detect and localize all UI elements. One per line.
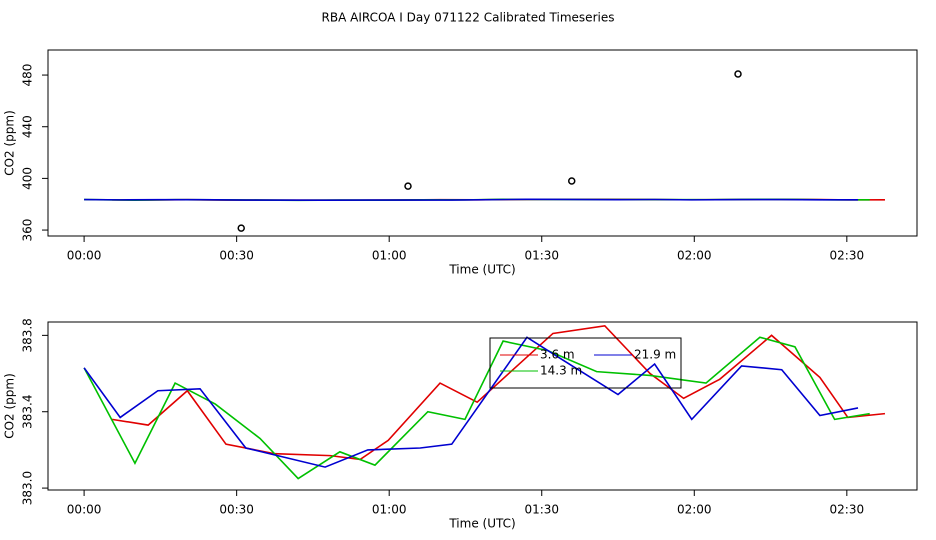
x-tick-label: 01:30: [524, 249, 559, 263]
outlier-point: [237, 224, 245, 232]
outlier-point: [404, 182, 412, 190]
x-tick-label: 00:30: [219, 503, 254, 517]
y-tick-label: 383.4: [21, 395, 35, 429]
x-tick-label: 00:00: [67, 249, 102, 263]
x-tick-label: 02:30: [830, 249, 865, 263]
x-tick-label: 02:30: [830, 503, 865, 517]
x-tick-label: 02:00: [677, 503, 712, 517]
outlier-point: [734, 70, 742, 78]
x-tick-label: 00:00: [67, 503, 102, 517]
series-line: [83, 336, 859, 468]
y-tick-label: 383.8: [21, 318, 35, 352]
outlier-point: [567, 177, 576, 185]
y-tick-label: 360: [21, 219, 35, 242]
legend-label: 21.9 m: [634, 348, 676, 362]
y-axis-label: CO2 (ppm): [3, 373, 17, 439]
y-tick-label: 383.0: [21, 471, 35, 505]
y-tick-label: 440: [21, 115, 35, 138]
x-axis-label: Time (UTC): [448, 517, 515, 531]
legend-label: 14.3 m: [540, 364, 582, 378]
plot-box: [47, 321, 918, 491]
y-axis-label: CO2 (ppm): [3, 110, 17, 176]
y-tick-label: 480: [21, 64, 35, 87]
series-line: [84, 198, 859, 202]
x-axis-label: Time (UTC): [448, 263, 515, 277]
series-line: [111, 324, 886, 461]
x-tick-label: 01:00: [372, 503, 407, 517]
x-tick-label: 02:00: [677, 249, 712, 263]
x-tick-label: 00:30: [219, 249, 254, 263]
series-line: [83, 336, 870, 480]
x-tick-label: 01:00: [372, 249, 407, 263]
plot-box: [47, 49, 918, 237]
page-title: RBA AIRCOA I Day 071122 Calibrated Times…: [322, 11, 615, 25]
legend-box: [489, 337, 682, 389]
y-tick-label: 400: [21, 167, 35, 190]
legend-label: 3.6 m: [540, 348, 575, 362]
x-tick-label: 01:30: [524, 503, 559, 517]
